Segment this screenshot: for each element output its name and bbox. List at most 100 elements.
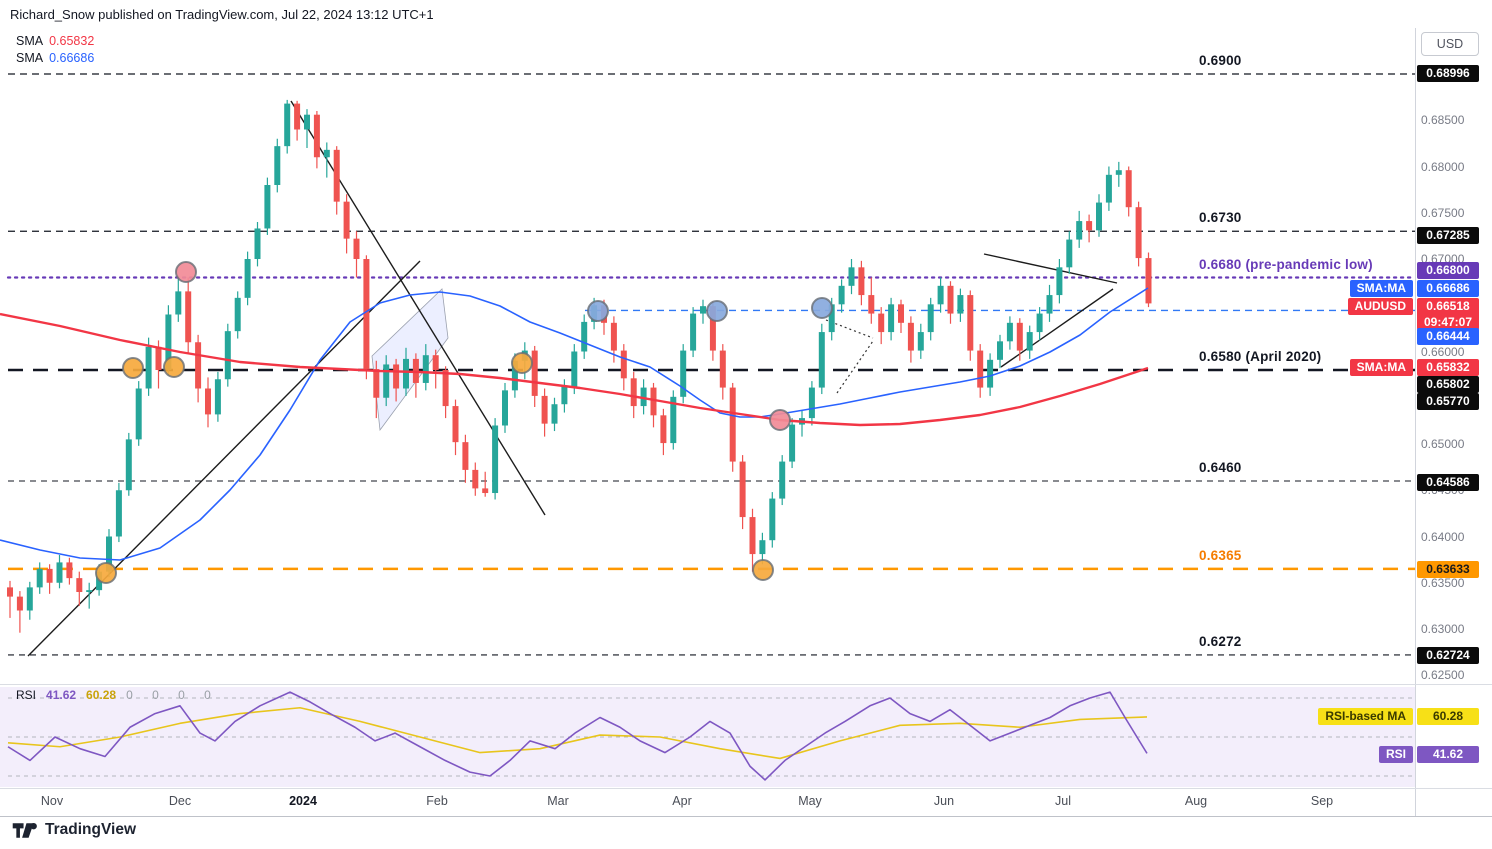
- candle-body: [620, 350, 627, 379]
- candle-body: [977, 350, 984, 388]
- candle-body: [987, 359, 994, 388]
- flag-pattern[interactable]: [371, 288, 449, 432]
- orange-circle-marker[interactable]: [95, 562, 117, 584]
- blue-circle-marker[interactable]: [706, 300, 728, 322]
- candle-body: [1145, 258, 1152, 304]
- candle-body: [838, 285, 845, 305]
- price-tick: 0.62500: [1421, 668, 1465, 683]
- key-level-label: 0.6680 (pre-pandemic low): [1199, 256, 1373, 272]
- series-label-badge: SMA:MA: [1349, 280, 1413, 297]
- candle-body: [86, 590, 93, 592]
- orange-circle-marker[interactable]: [752, 559, 774, 581]
- pink-circle-marker[interactable]: [175, 261, 197, 283]
- candle-body: [898, 304, 904, 323]
- candle-body: [393, 364, 400, 389]
- candle-body: [7, 587, 13, 597]
- currency-button[interactable]: USD: [1421, 32, 1479, 56]
- candle-body: [304, 114, 310, 130]
- sma-red-legend-row[interactable]: SMA 0.65832: [16, 33, 94, 50]
- series-label-badge: SMA:MA: [1349, 359, 1413, 376]
- candle-body: [432, 355, 439, 370]
- rsi-value-badge: 60.28: [1417, 708, 1479, 725]
- candle-body: [373, 369, 380, 398]
- candle-body: [115, 490, 122, 537]
- rsi-ma-value: 60.28: [86, 688, 117, 702]
- candle-body: [610, 322, 617, 351]
- sma-red-value: 0.65832: [49, 34, 95, 48]
- candle-body: [927, 304, 934, 333]
- candle-body: [749, 517, 756, 555]
- candle-body: [185, 291, 192, 343]
- candle-body: [729, 387, 736, 462]
- candle-body: [36, 568, 43, 588]
- candle-body: [46, 568, 53, 583]
- candle-body: [1066, 239, 1073, 268]
- orange-circle-marker[interactable]: [163, 356, 185, 378]
- candle-body: [769, 498, 776, 541]
- blue-circle-marker[interactable]: [587, 300, 609, 322]
- rsi-label-badge: RSI-based MA: [1318, 708, 1413, 725]
- tradingview-watermark: TradingView: [12, 821, 136, 839]
- price-tick: 0.64000: [1421, 529, 1465, 544]
- candle-body: [1056, 267, 1063, 296]
- sma-red-line[interactable]: [0, 312, 1149, 427]
- trendline[interactable]: [27, 260, 421, 657]
- trendline[interactable]: [290, 100, 546, 516]
- dotted-trendline[interactable]: [825, 319, 874, 339]
- candle-body: [422, 355, 429, 383]
- candle-body: [1016, 322, 1023, 351]
- candle-body: [1006, 322, 1013, 342]
- trendline[interactable]: [983, 253, 1118, 284]
- candle-body: [937, 285, 944, 305]
- price-tick: 0.68500: [1421, 113, 1465, 128]
- key-level-label: 0.6900: [1199, 53, 1242, 68]
- candle-body: [66, 562, 73, 579]
- candle-body: [254, 228, 261, 259]
- sma-blue-label: SMA: [16, 51, 44, 65]
- rsi-line[interactable]: [7, 691, 1148, 781]
- candle-body: [1076, 221, 1083, 240]
- rsi-legend[interactable]: RSI 41.62 60.28 0 0 0 0: [16, 688, 229, 702]
- rsi-value-badge: 41.62: [1417, 746, 1479, 763]
- sma-red-label: SMA: [16, 34, 44, 48]
- candle-body: [1086, 221, 1093, 231]
- orange-circle-marker[interactable]: [122, 357, 144, 379]
- price-tick: 0.65000: [1421, 437, 1465, 451]
- candle-body: [1125, 170, 1132, 208]
- price-tick: 0.68000: [1421, 159, 1465, 174]
- rsi-name: RSI: [16, 688, 37, 702]
- sma-blue-value: 0.66686: [49, 51, 95, 65]
- rsi-value: 41.62: [46, 688, 77, 702]
- candle-body: [967, 295, 974, 351]
- candle-body: [363, 259, 370, 370]
- candle-body: [244, 259, 251, 298]
- rsi-label-badge: RSI: [1378, 746, 1413, 763]
- rsi-hidden-values: 0 0 0 0: [126, 688, 219, 702]
- price-badge: 0.65802: [1417, 376, 1479, 393]
- candle-body: [482, 488, 489, 494]
- dotted-trendline[interactable]: [836, 340, 874, 394]
- candle-body: [670, 396, 677, 444]
- time-axis-label: Mar: [547, 794, 569, 808]
- price-badge: 0.65832: [1417, 359, 1479, 376]
- candle-body: [551, 404, 558, 424]
- candle-body: [56, 562, 63, 583]
- orange-circle-marker[interactable]: [511, 352, 533, 374]
- rsi-ma-line[interactable]: [7, 706, 1148, 760]
- candle-body: [462, 442, 469, 470]
- candle-body: [383, 364, 390, 398]
- candle-body: [858, 267, 865, 296]
- blue-circle-marker[interactable]: [811, 297, 833, 319]
- candle-body: [888, 304, 895, 333]
- candle-body: [205, 388, 211, 415]
- candle-body: [581, 321, 588, 352]
- price-badge: 0.66686: [1417, 280, 1479, 297]
- sma-blue-legend-row[interactable]: SMA 0.66686: [16, 50, 94, 67]
- sma-blue-line[interactable]: [0, 287, 1149, 561]
- candle-body: [531, 350, 538, 396]
- candle-body: [660, 415, 667, 444]
- key-level-label: 0.6580 (April 2020): [1199, 349, 1322, 364]
- pink-circle-marker[interactable]: [769, 409, 791, 431]
- price-tick: 0.63500: [1421, 575, 1465, 590]
